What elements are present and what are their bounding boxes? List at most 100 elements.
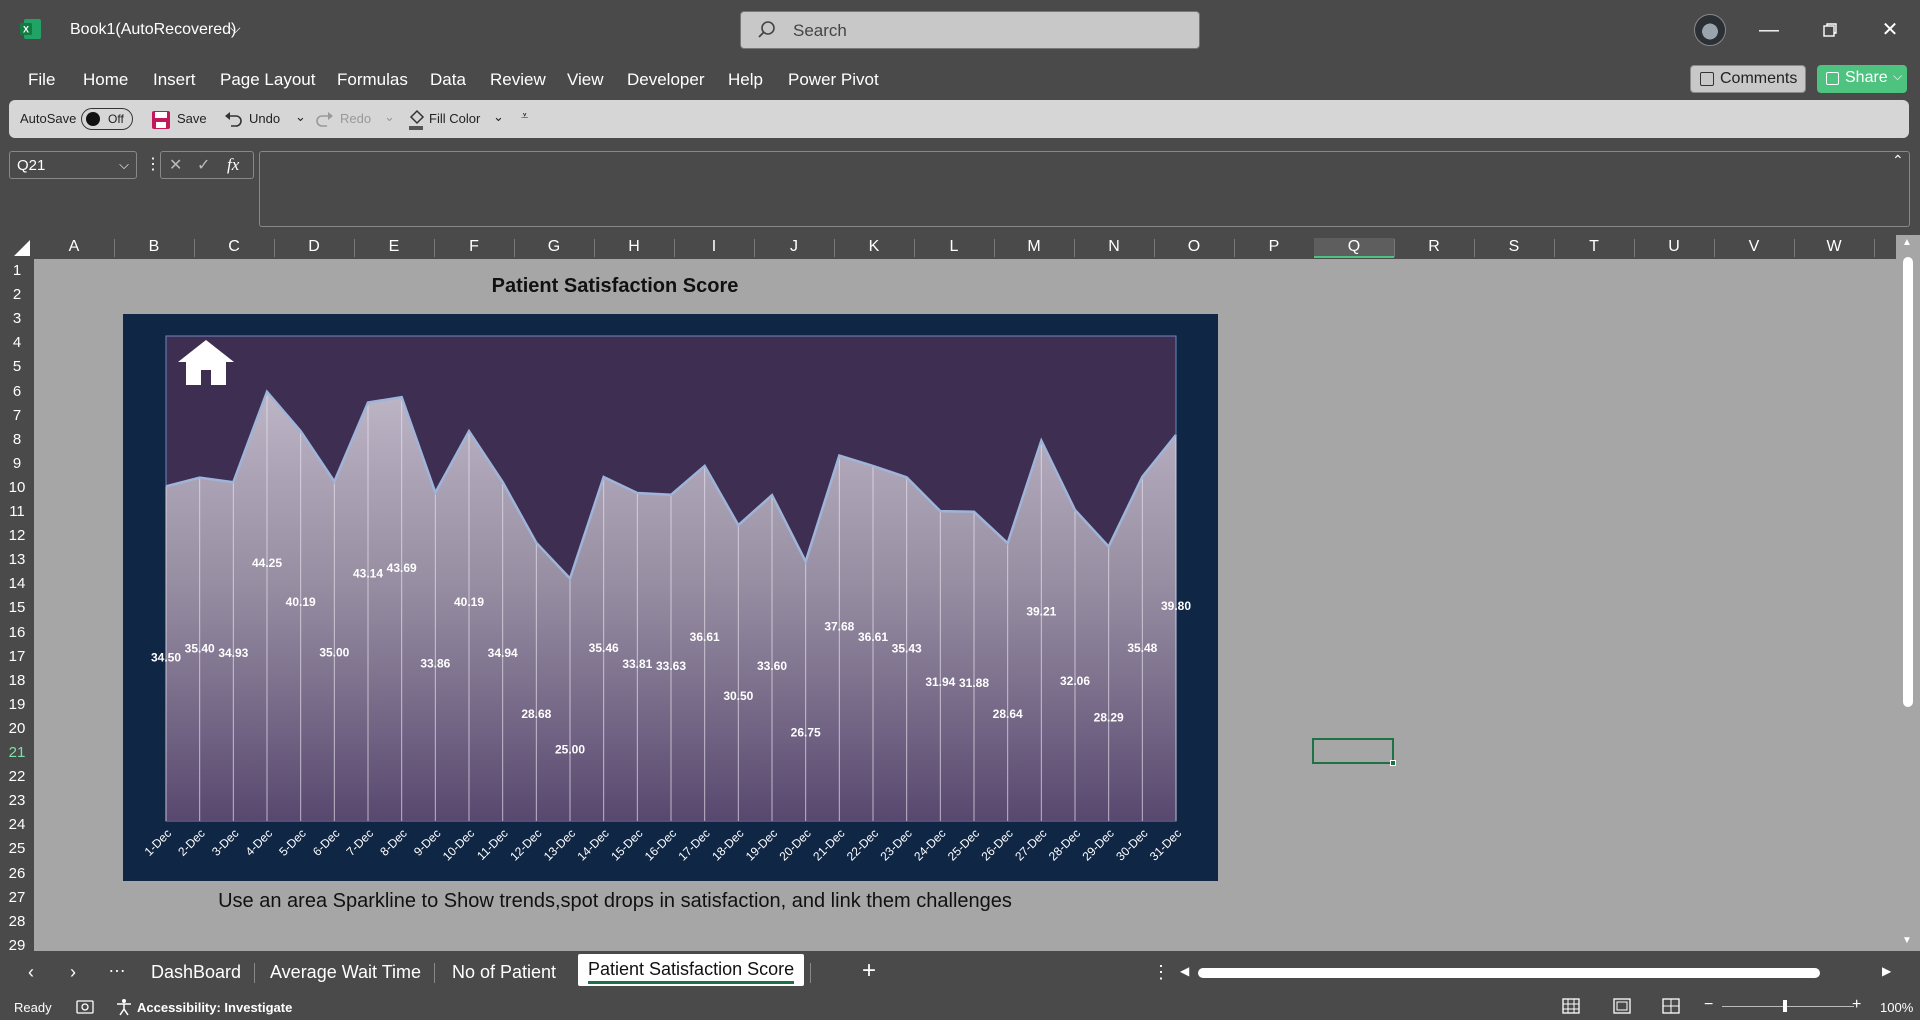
redo-button[interactable]: Redo <box>340 111 372 126</box>
more-options-icon[interactable]: ⋮ <box>1152 962 1170 982</box>
row-header-9[interactable]: 9 <box>12 454 22 472</box>
column-header-m[interactable]: M <box>1027 238 1041 255</box>
column-header-v[interactable]: V <box>1748 238 1760 255</box>
row-header-12[interactable]: 12 <box>8 527 26 545</box>
menu-page-layout[interactable]: Page Layout <box>220 70 316 89</box>
column-header-j[interactable]: J <box>790 238 798 255</box>
column-divider[interactable] <box>1634 239 1635 257</box>
column-header-c[interactable]: C <box>228 238 240 255</box>
row-header-6[interactable]: 6 <box>12 382 22 400</box>
accessibility-icon[interactable] <box>115 998 133 1016</box>
column-divider[interactable] <box>914 239 915 257</box>
row-header-29[interactable]: 29 <box>8 936 26 954</box>
row-header-8[interactable]: 8 <box>12 430 22 448</box>
row-header-3[interactable]: 3 <box>12 310 22 328</box>
row-header-4[interactable]: 4 <box>12 334 22 352</box>
enter-icon[interactable]: ✓ <box>197 157 211 174</box>
menu-data[interactable]: Data <box>430 70 466 89</box>
formula-input[interactable] <box>259 151 1910 227</box>
column-divider[interactable] <box>594 239 595 257</box>
menu-file[interactable]: File <box>28 70 56 89</box>
selected-cell[interactable] <box>1312 738 1396 766</box>
undo-icon[interactable] <box>223 110 243 130</box>
column-divider[interactable] <box>754 239 755 257</box>
column-header-i[interactable]: I <box>711 238 717 255</box>
vertical-scrollbar[interactable]: ▲ ▼ <box>1896 235 1920 951</box>
chevron-down-icon[interactable]: ⌵ <box>119 157 129 172</box>
row-header-25[interactable]: 25 <box>8 840 26 858</box>
sheet-tab-average-wait-time[interactable]: Average Wait Time <box>270 962 422 982</box>
row-header-22[interactable]: 22 <box>8 768 26 786</box>
autosave-toggle[interactable]: Off <box>81 108 133 130</box>
column-header-f[interactable]: F <box>469 238 479 255</box>
row-header-27[interactable]: 27 <box>8 888 26 906</box>
scroll-down-icon[interactable]: ▼ <box>1902 935 1912 946</box>
column-header-a[interactable]: A <box>68 238 80 255</box>
chevron-right-icon[interactable]: › <box>70 962 76 982</box>
undo-dropdown-icon[interactable]: ⌄ <box>295 109 306 124</box>
row-header-19[interactable]: 19 <box>8 695 26 713</box>
row-header-24[interactable]: 24 <box>8 816 26 834</box>
insert-function-button[interactable]: fx <box>227 155 240 174</box>
column-header-l[interactable]: L <box>949 238 959 255</box>
fill-color-icon[interactable] <box>407 109 427 131</box>
menu-developer[interactable]: Developer <box>627 70 705 89</box>
plus-icon[interactable]: + <box>862 957 877 984</box>
row-header-28[interactable]: 28 <box>8 912 26 930</box>
row-header-16[interactable]: 16 <box>8 623 26 641</box>
redo-icon[interactable] <box>315 110 335 130</box>
zoom-slider[interactable] <box>1722 1006 1854 1007</box>
save-icon[interactable] <box>151 110 171 130</box>
scroll-thumb[interactable] <box>1903 257 1913 707</box>
menu-insert[interactable]: Insert <box>153 70 196 89</box>
scroll-right-icon[interactable]: ▶ <box>1882 964 1892 978</box>
customize-toolbar-icon[interactable]: ⩡ <box>521 108 529 123</box>
row-header-13[interactable]: 13 <box>8 551 26 569</box>
row-header-21[interactable]: 21 <box>8 744 26 761</box>
column-header-k[interactable]: K <box>868 238 880 255</box>
menu-home[interactable]: Home <box>83 70 129 89</box>
row-header-7[interactable]: 7 <box>12 406 22 424</box>
horizontal-scrollbar[interactable]: ◀ ▶ <box>1178 964 1898 982</box>
column-header-b[interactable]: B <box>148 238 160 255</box>
zoom-out-icon[interactable]: − <box>1704 996 1714 1013</box>
row-header-18[interactable]: 18 <box>8 671 26 689</box>
column-header-w[interactable]: W <box>1826 238 1842 255</box>
row-header-10[interactable]: 10 <box>8 478 26 496</box>
row-header-2[interactable]: 2 <box>12 286 22 304</box>
column-divider[interactable] <box>1074 239 1075 257</box>
accessibility-status[interactable]: Accessibility: Investigate <box>137 1000 293 1015</box>
menu-help[interactable]: Help <box>728 70 763 89</box>
redo-dropdown-icon[interactable]: ⌄ <box>384 109 395 124</box>
column-divider[interactable] <box>434 239 435 257</box>
column-header-e[interactable]: E <box>388 238 400 255</box>
column-divider[interactable] <box>834 239 835 257</box>
column-divider[interactable] <box>1714 239 1715 257</box>
column-divider[interactable] <box>114 239 115 257</box>
column-divider[interactable] <box>1474 239 1475 257</box>
column-divider[interactable] <box>994 239 995 257</box>
row-header-14[interactable]: 14 <box>8 575 26 593</box>
undo-button[interactable]: Undo <box>249 111 281 126</box>
fill-color-dropdown-icon[interactable]: ⌄ <box>493 109 504 124</box>
column-header-g[interactable]: G <box>547 238 561 255</box>
avatar[interactable] <box>1694 14 1726 46</box>
fill-handle[interactable] <box>1390 760 1396 766</box>
save-button[interactable]: Save <box>177 111 207 126</box>
column-divider[interactable] <box>1794 239 1795 257</box>
column-divider[interactable] <box>1394 239 1395 257</box>
collapse-formula-bar-icon[interactable]: ⌃ <box>1892 152 1904 168</box>
menu-formulas[interactable]: Formulas <box>337 70 408 89</box>
column-header-p[interactable]: P <box>1268 238 1280 255</box>
column-divider[interactable] <box>194 239 195 257</box>
column-divider[interactable] <box>514 239 515 257</box>
sheet-tab-no-of-patient[interactable]: No of Patient <box>452 962 557 982</box>
column-divider[interactable] <box>1874 239 1875 257</box>
search-input[interactable]: Search <box>740 11 1200 49</box>
area-chart[interactable]: 34.50 35.40 34.93 44.25 40.19 35.00 43.14 43.69… <box>123 314 1218 881</box>
fill-color-button[interactable]: Fill Color <box>429 111 481 126</box>
menu-power-pivot[interactable]: Power Pivot <box>788 70 879 89</box>
column-header-d[interactable]: D <box>308 238 320 255</box>
row-header-23[interactable]: 23 <box>8 792 26 810</box>
column-header-q[interactable]: Q <box>1314 238 1394 258</box>
